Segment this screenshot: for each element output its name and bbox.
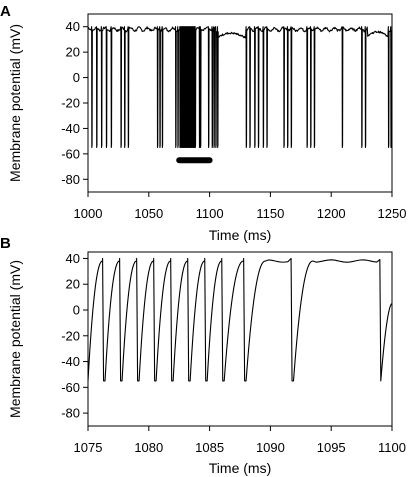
y-tick-label: -60 bbox=[61, 146, 80, 161]
x-tick-label: 1075 bbox=[74, 440, 103, 455]
panel-letter-a: A bbox=[0, 3, 11, 20]
panel-letter-b: B bbox=[0, 235, 11, 252]
panel-a-chart: -80 -60 -40 -20 0 20 40 1000 1050 1100 1150 1200 125… bbox=[7, 13, 407, 243]
panel-b-chart: -80 -60 -40 -20 0 20 40 1075 1080 1085 1090 1095 110… bbox=[7, 251, 406, 476]
y-tick-label: -20 bbox=[61, 96, 80, 111]
y-tick-label: 40 bbox=[66, 19, 80, 34]
x-tick-label: 1085 bbox=[195, 440, 224, 455]
y-tick-label: -80 bbox=[61, 172, 80, 187]
y-tick-label: -60 bbox=[61, 380, 80, 395]
x-tick-label: 1080 bbox=[134, 440, 163, 455]
y-tick-label: 40 bbox=[66, 251, 80, 266]
plot-frame bbox=[87, 13, 393, 193]
x-axis-label: Time (ms) bbox=[209, 227, 271, 243]
x-tick-label: 1100 bbox=[196, 206, 224, 221]
x-tick-label: 1090 bbox=[256, 440, 285, 455]
y-tick-label: -40 bbox=[61, 121, 80, 136]
x-tick-label: 1200 bbox=[317, 206, 346, 221]
x-tick-label: 1050 bbox=[134, 206, 163, 221]
x-tick-label: 1150 bbox=[256, 206, 284, 221]
plot-frame bbox=[87, 251, 393, 427]
y-tick-label: -40 bbox=[61, 354, 80, 369]
y-axis-label: Membrane potential (mV) bbox=[7, 260, 23, 418]
y-axis-label: Membrane potential (mV) bbox=[7, 24, 23, 182]
x-axis-label: Time (ms) bbox=[209, 460, 271, 476]
y-tick-label: -20 bbox=[61, 328, 80, 343]
y-tick-label: 0 bbox=[73, 70, 80, 85]
x-tick-label: 1000 bbox=[74, 206, 103, 221]
y-tick-label: 20 bbox=[66, 45, 80, 60]
x-tick-label: 1250 bbox=[378, 206, 407, 221]
trace-line bbox=[87, 26, 393, 149]
trace-line bbox=[87, 257, 393, 382]
y-tick-label: 20 bbox=[66, 277, 80, 292]
y-tick-label: 0 bbox=[73, 303, 80, 318]
x-tick-label: 1100 bbox=[378, 440, 406, 455]
x-tick-label: 1095 bbox=[317, 440, 346, 455]
y-tick-label: -80 bbox=[61, 406, 80, 421]
